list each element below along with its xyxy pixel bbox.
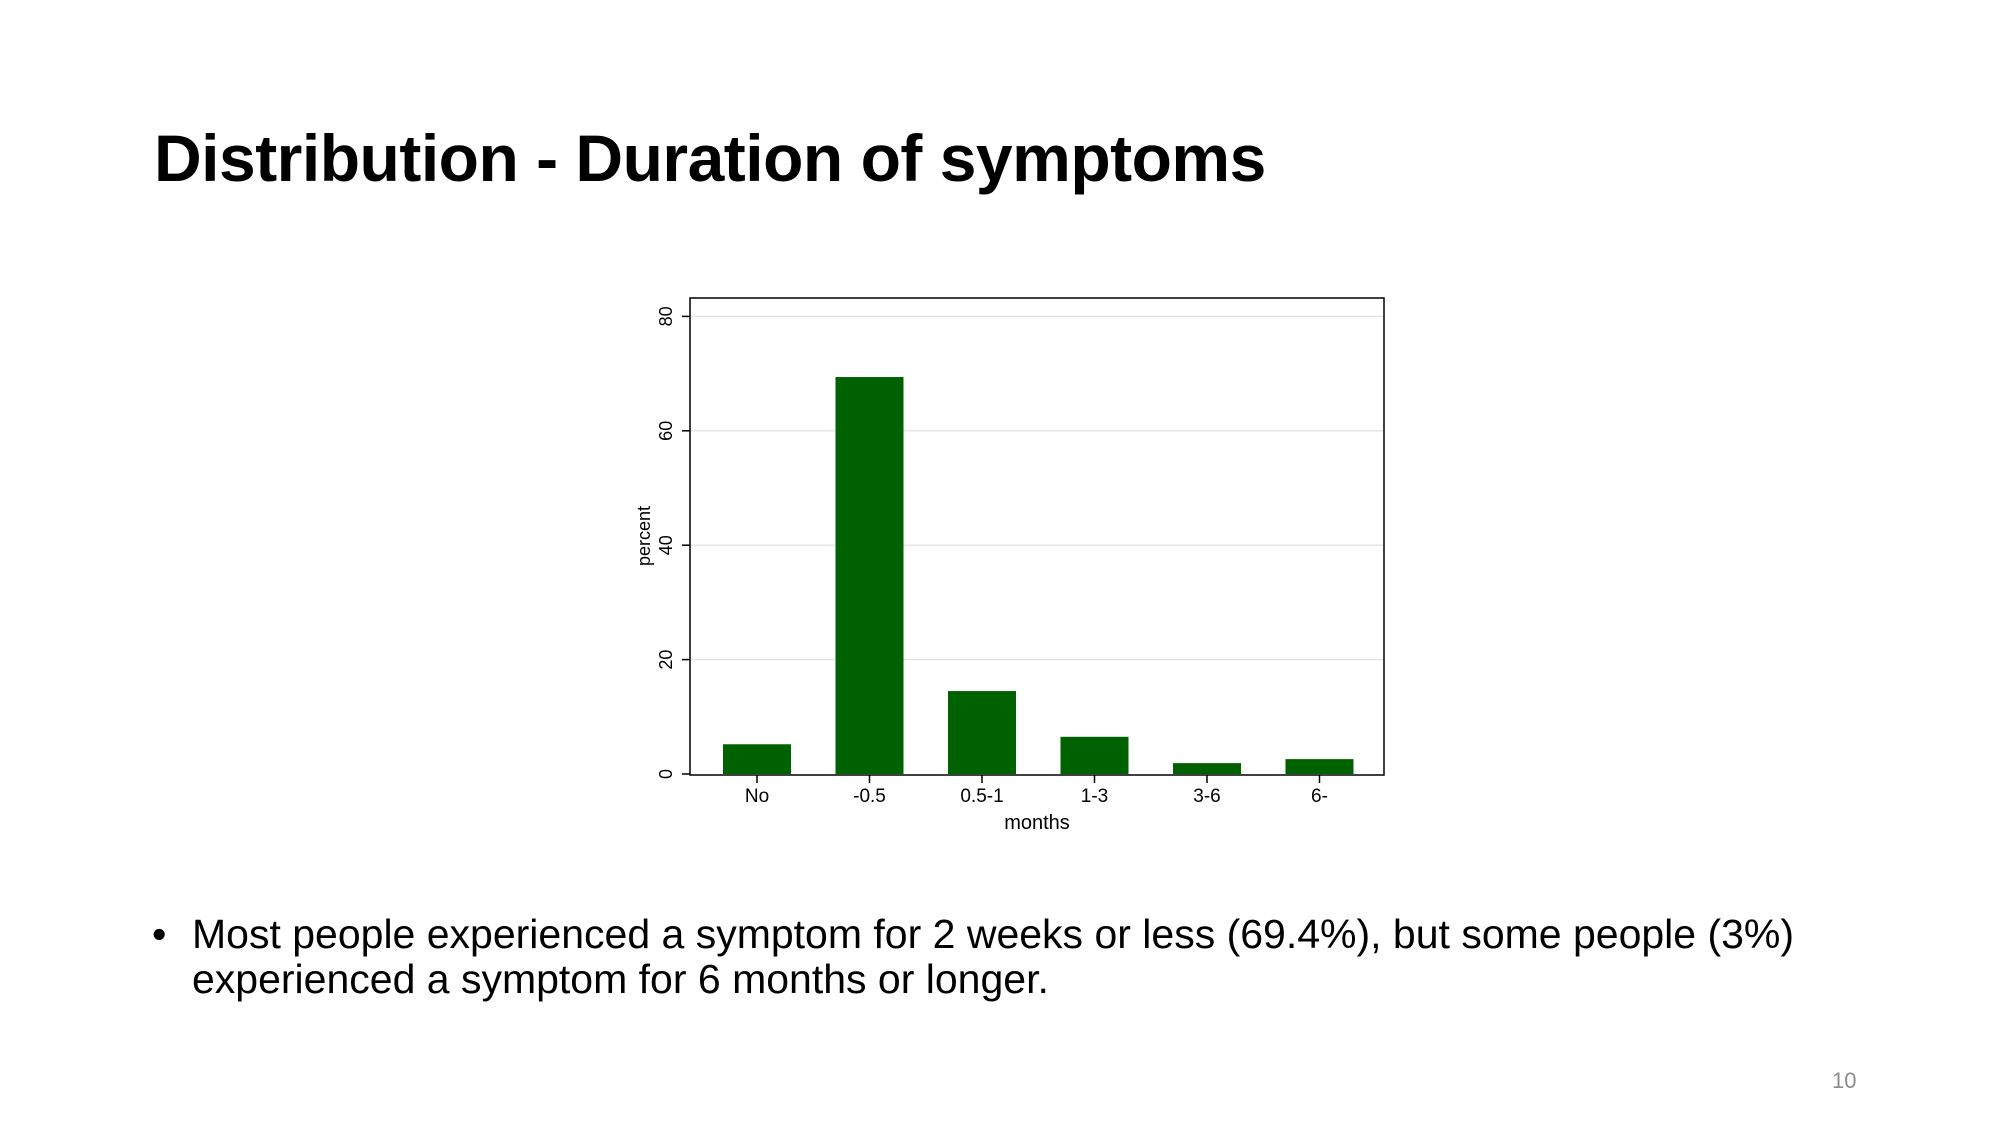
y-axis-label: percent (634, 506, 654, 566)
bar (835, 377, 904, 774)
y-axis-ticks: 0 20 40 60 80 (656, 306, 690, 779)
grid-lines (690, 315, 1384, 661)
x-tick-label: 6- (1311, 786, 1328, 807)
bullet-marker: • (152, 911, 167, 957)
plot-frame (689, 297, 1385, 776)
x-tick-label: 3-6 (1193, 786, 1220, 807)
y-tick-label: 60 (656, 421, 676, 441)
x-tick-label: -0.5 (853, 786, 886, 807)
x-tick-label: 1-3 (1081, 786, 1108, 807)
slide-title: Distribution - Duration of symptoms (154, 121, 1266, 195)
bar (1285, 759, 1354, 774)
y-tick-label: 40 (656, 535, 676, 555)
x-axis-label: months (1004, 812, 1070, 834)
bar (948, 691, 1016, 774)
bars (723, 377, 1354, 774)
bar (723, 744, 791, 774)
y-tick-label: 20 (656, 650, 676, 670)
y-tick-label: 80 (656, 306, 676, 326)
x-tick-label: No (745, 786, 769, 807)
page-number: 10 (1832, 1068, 1857, 1093)
bullet-text: Most people experienced a symptom for 2 … (192, 911, 1795, 1002)
bar (1060, 736, 1129, 774)
x-tick-label: 0.5-1 (960, 786, 1003, 807)
bar (1173, 763, 1241, 774)
x-axis-ticks: No -0.5 0.5-1 1-3 3-6 6- (745, 775, 1328, 807)
y-tick-label: 0 (656, 769, 676, 779)
